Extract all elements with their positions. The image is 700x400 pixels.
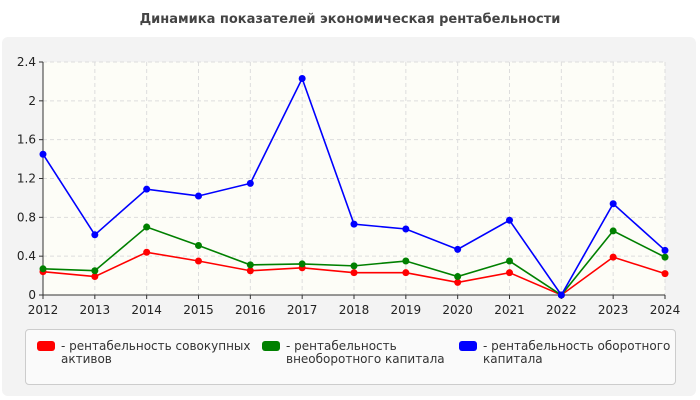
x-tick-label: 2017 bbox=[287, 303, 318, 317]
data-point-1 bbox=[298, 260, 306, 268]
data-point-0 bbox=[91, 273, 99, 281]
y-tick-label: 2 bbox=[28, 94, 36, 108]
x-tick-label: 2016 bbox=[235, 303, 266, 317]
x-tick-label: 2019 bbox=[391, 303, 422, 317]
data-point-1 bbox=[195, 241, 202, 249]
x-tick-label: 2013 bbox=[80, 303, 111, 317]
data-point-0 bbox=[195, 257, 202, 265]
data-point-2 bbox=[350, 220, 358, 228]
data-point-1 bbox=[143, 223, 151, 231]
data-point-0 bbox=[609, 253, 617, 261]
legend-swatch bbox=[37, 341, 55, 351]
data-point-2 bbox=[195, 192, 202, 200]
y-tick-label: 0.8 bbox=[17, 210, 36, 224]
y-tick-label: 1.6 bbox=[17, 133, 36, 147]
data-point-2 bbox=[454, 245, 462, 253]
data-point-2 bbox=[246, 179, 254, 187]
legend-label: - рентабельность внеоборотного капитала bbox=[286, 339, 445, 366]
data-point-1 bbox=[402, 257, 410, 265]
data-point-1 bbox=[91, 267, 99, 275]
data-point-2 bbox=[557, 291, 565, 299]
legend-item-noncurrent: - рентабельность внеоборотного капитала bbox=[262, 339, 456, 366]
data-point-1 bbox=[506, 257, 513, 265]
data-point-0 bbox=[350, 269, 358, 277]
x-tick-label: 2012 bbox=[28, 303, 59, 317]
x-tick-label: 2022 bbox=[546, 303, 577, 317]
data-point-0 bbox=[454, 278, 462, 286]
data-point-0 bbox=[661, 270, 669, 278]
data-point-2 bbox=[298, 75, 306, 83]
x-tick-label: 2021 bbox=[494, 303, 525, 317]
data-point-0 bbox=[506, 269, 513, 277]
legend-label: - рентабельность оборотного капитала bbox=[483, 339, 671, 366]
data-point-2 bbox=[143, 185, 151, 193]
legend-item-current: - рентабельность оборотного капитала bbox=[459, 339, 673, 366]
x-tick-label: 2018 bbox=[339, 303, 370, 317]
x-tick-label: 2024 bbox=[650, 303, 681, 317]
y-tick-label: 1.2 bbox=[17, 172, 36, 186]
data-point-0 bbox=[143, 248, 151, 256]
y-tick-label: 0.4 bbox=[17, 249, 36, 263]
data-point-0 bbox=[402, 269, 410, 277]
data-point-1 bbox=[661, 253, 669, 261]
x-tick-label: 2020 bbox=[442, 303, 473, 317]
line-chart: 0 0.4 0.8 1.2 1.6 2 2.4 2012 2013 2014 2015 2016 201… bbox=[17, 55, 681, 317]
data-point-2 bbox=[91, 231, 99, 239]
y-tick-label: 0 bbox=[28, 288, 36, 302]
data-point-1 bbox=[454, 273, 462, 281]
legend-swatch bbox=[459, 341, 477, 351]
chart-title: Динамика показателей экономическая рента… bbox=[139, 12, 561, 27]
x-tick-label: 2014 bbox=[131, 303, 162, 317]
data-point-2 bbox=[609, 200, 617, 208]
legend-label: - рентабельность совокупных активов bbox=[61, 339, 251, 366]
legend-item-assets: - рентабельность совокупных активов bbox=[37, 339, 251, 366]
data-point-1 bbox=[39, 265, 47, 273]
data-point-2 bbox=[506, 216, 513, 224]
legend: - рентабельность совокупных активов - ре… bbox=[25, 329, 676, 385]
x-tick-label: 2023 bbox=[598, 303, 629, 317]
y-tick-label: 2.4 bbox=[17, 55, 36, 69]
data-point-1 bbox=[609, 227, 617, 235]
data-point-2 bbox=[39, 150, 47, 158]
data-point-1 bbox=[246, 261, 254, 269]
data-point-1 bbox=[350, 262, 358, 270]
data-point-0 bbox=[246, 267, 254, 275]
x-tick-label: 2015 bbox=[183, 303, 214, 317]
legend-swatch bbox=[262, 341, 280, 351]
data-point-2 bbox=[402, 225, 410, 233]
data-point-2 bbox=[661, 246, 669, 254]
